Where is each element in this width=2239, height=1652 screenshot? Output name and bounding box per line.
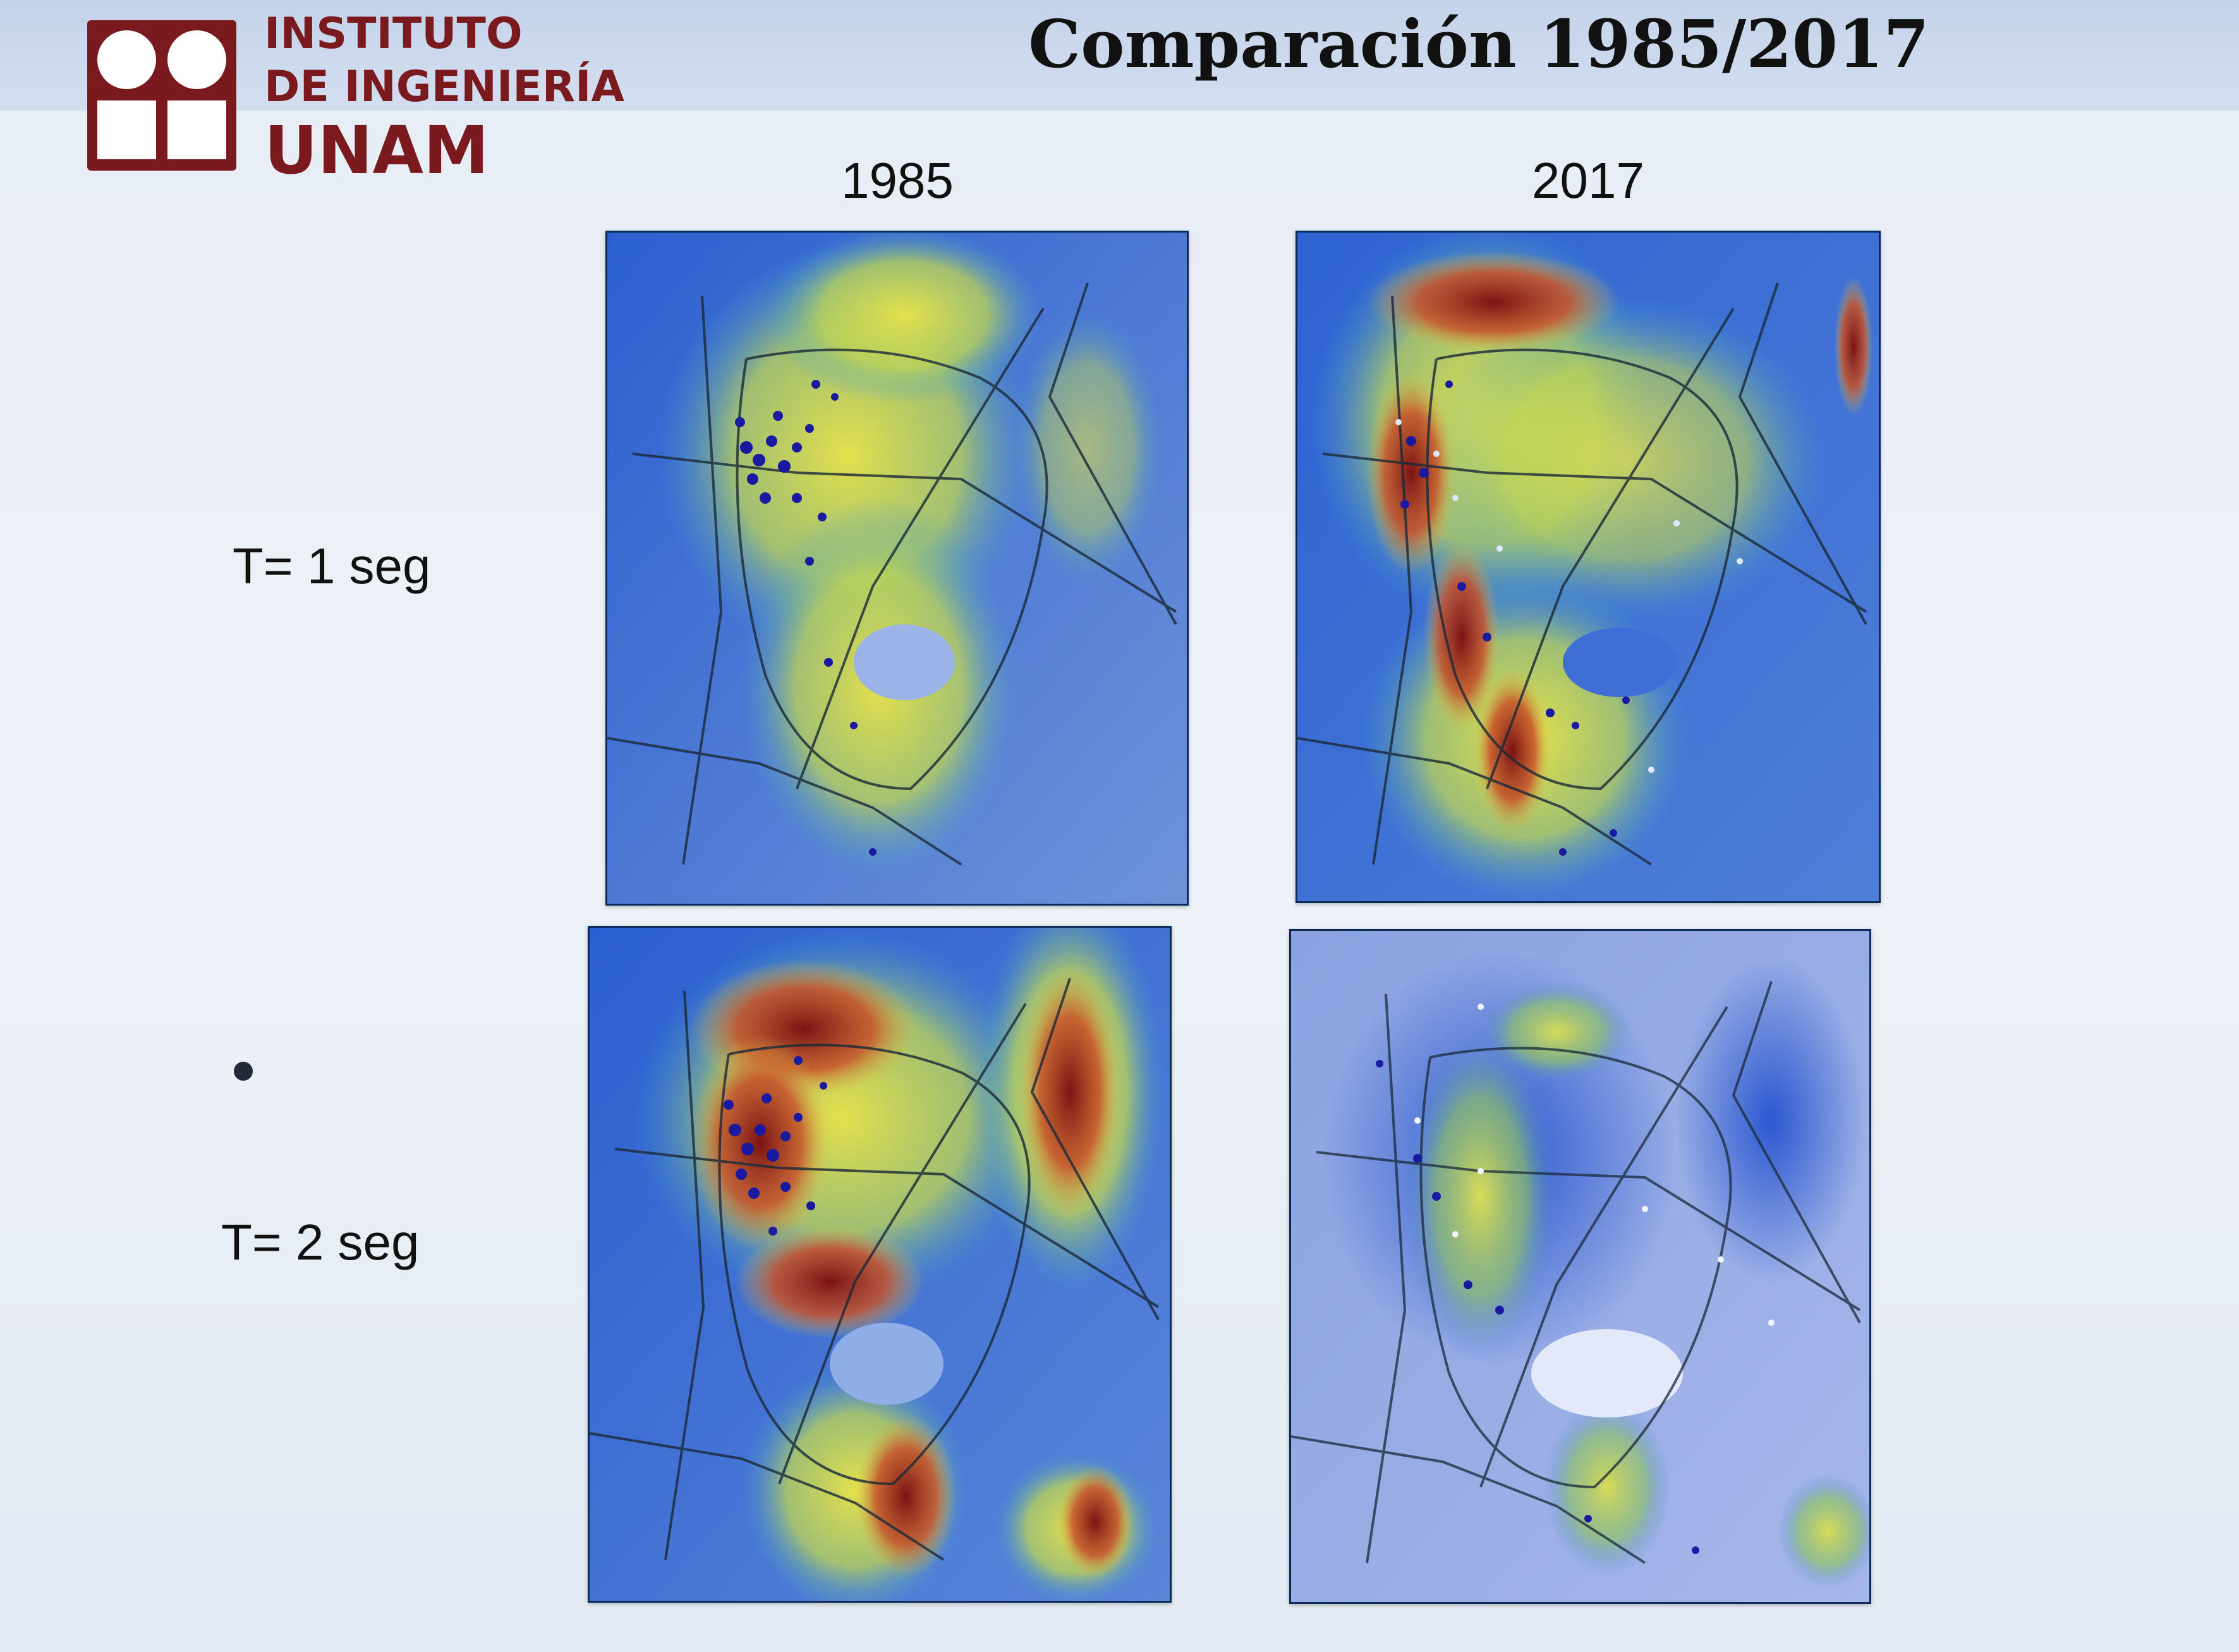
map-1985-t1 [605,231,1189,906]
header-band [0,0,2239,111]
row-label-t2: T= 2 seg [221,1214,420,1270]
heatmap-2017-t2 [1291,931,1869,1602]
heatmap-2017-t1 [1297,233,1879,901]
map-2017-t2 [1289,929,1871,1604]
column-label-2017: 2017 [1532,152,1644,209]
heatmap-1985-t1 [607,233,1187,904]
column-label-1985: 1985 [841,152,954,209]
map-1985-t2 [588,926,1172,1603]
heatmap-1985-t2 [590,928,1170,1601]
map-2017-t1 [1295,231,1881,903]
unam-logo-icon [87,20,236,171]
logo-line-3: UNAM [264,112,489,189]
institute-name: INSTITUTO DE INGENIERÍA UNAM [264,9,624,189]
screen-spot [234,1062,253,1081]
row-label-t1: T= 1 seg [233,538,431,594]
logo-line-2: DE INGENIERÍA [264,62,624,112]
slide-title: Comparación 1985/2017 [1028,5,1929,83]
logo-line-1: INSTITUTO [264,9,523,59]
